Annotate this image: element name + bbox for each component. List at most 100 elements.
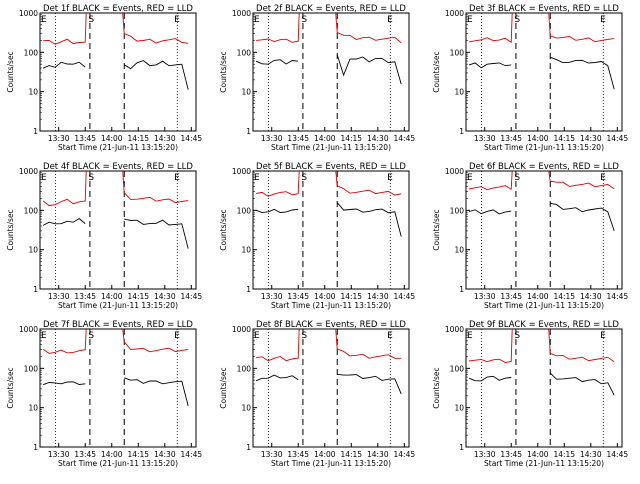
marker-s: S: [301, 15, 307, 25]
marker-e-start: E: [254, 173, 260, 183]
x-tick-label: 13:45: [500, 450, 522, 459]
detector-panel-4: Det 4f BLACK = Events, RED = LLD 1 10 100 10…: [6, 162, 202, 310]
x-tick-label: 13:30: [474, 134, 496, 143]
marker-e-end: E: [174, 331, 180, 341]
x-tick-label: 14:15: [127, 292, 149, 301]
x-tick-label: 14:45: [394, 292, 416, 301]
x-tick-label: 13:30: [261, 450, 283, 459]
x-tick-label: 14:45: [181, 450, 203, 459]
events-series-after: [336, 54, 402, 85]
panel-title: Det 9f BLACK = Events, RED = LLD: [469, 320, 619, 330]
y-tick-label: 10: [28, 88, 38, 97]
y-tick-label: 1: [459, 127, 464, 136]
x-tick-label: 13:45: [287, 134, 309, 143]
x-tick-label: 14:30: [154, 450, 176, 459]
lld-series-before: [469, 328, 513, 363]
y-tick-label: 1000: [232, 167, 251, 176]
plot-frame: [252, 170, 410, 290]
x-tick-label: 13:45: [287, 292, 309, 301]
y-tick-label: 10: [454, 88, 464, 97]
x-tick-label: 14:00: [314, 292, 336, 301]
x-tick-label: 13:30: [474, 450, 496, 459]
events-series-after: [550, 56, 615, 90]
y-tick-label: 1: [33, 285, 38, 294]
lld-series-after: [122, 170, 189, 204]
x-tick-label: 14:30: [580, 292, 602, 301]
marker-e-start: E: [254, 15, 260, 25]
events-series-after: [124, 218, 189, 249]
lld-series-before: [469, 12, 513, 44]
x-tick-label: 14:30: [367, 134, 389, 143]
x-tick-label: 14:00: [101, 134, 123, 143]
x-axis-label: Start Time (21-Jun-11 13:15:20): [484, 301, 604, 310]
marker-e-start: E: [467, 15, 473, 25]
events-series-after: [336, 202, 402, 237]
lld-series-before: [256, 12, 300, 43]
events-series-before: [255, 208, 299, 214]
plot-frame: [39, 328, 197, 448]
y-tick-label: 100: [24, 206, 39, 215]
marker-e-start: E: [41, 331, 47, 341]
x-tick-label: 13:45: [500, 292, 522, 301]
plot-frame: [465, 12, 623, 132]
y-tick-label: 1: [246, 443, 251, 452]
lld-series-before: [42, 328, 87, 354]
y-tick-label: 10: [28, 404, 38, 413]
y-tick-label: 100: [24, 48, 39, 57]
x-tick-label: 13:45: [74, 450, 96, 459]
y-axis-label: Counts/sec: [219, 209, 228, 250]
y-tick-label: 10: [454, 246, 464, 255]
x-tick-label: 13:30: [261, 134, 283, 143]
marker-e-end: E: [600, 173, 606, 183]
events-series-before: [255, 59, 299, 65]
y-tick-label: 100: [237, 206, 252, 215]
marker-s: S: [514, 331, 520, 341]
y-tick-label: 1000: [19, 167, 38, 176]
lld-series-after: [122, 12, 189, 44]
panel-title: Det 1f BLACK = Events, RED = LLD: [43, 4, 193, 14]
y-tick-label: 1000: [232, 325, 251, 334]
plot-frame: [465, 328, 623, 448]
marker-e-start: E: [467, 331, 473, 341]
events-series-after: [123, 60, 189, 90]
detector-panel-9: Det 9f BLACK = Events, RED = LLD 1 10 100 10…: [432, 320, 628, 468]
events-series-before: [255, 374, 299, 382]
y-axis-label: Counts/sec: [219, 51, 228, 92]
y-tick-label: 1000: [232, 9, 251, 18]
events-series-before: [42, 218, 86, 226]
x-tick-label: 14:15: [340, 292, 362, 301]
detector-panel-8: Det 8f BLACK = Events, RED = LLD 1 10 100 10…: [219, 320, 415, 468]
plot-frame: [465, 170, 623, 290]
events-series-after: [549, 372, 615, 396]
events-series-before: [468, 375, 512, 382]
y-axis-label: Counts/sec: [6, 209, 15, 250]
y-axis-label: Counts/sec: [432, 367, 441, 408]
x-tick-label: 14:45: [607, 292, 629, 301]
marker-e-start: E: [467, 173, 473, 183]
lld-series-before: [42, 170, 87, 207]
y-tick-label: 1000: [19, 325, 38, 334]
marker-e-end: E: [387, 331, 393, 341]
lld-series-after: [335, 328, 402, 359]
detector-panel-5: Det 5f BLACK = Events, RED = LLD 1 10 100 10…: [219, 162, 415, 310]
marker-e-start: E: [254, 331, 260, 341]
lld-series-before: [256, 328, 300, 362]
y-tick-label: 100: [450, 48, 465, 57]
marker-e-end: E: [387, 15, 393, 25]
detector-panel-6: Det 6f BLACK = Events, RED = LLD 1 10 100 10…: [432, 162, 628, 310]
panel-title: Det 7f BLACK = Events, RED = LLD: [43, 320, 193, 330]
x-tick-label: 13:45: [74, 292, 96, 301]
x-tick-label: 14:15: [127, 134, 149, 143]
y-tick-label: 100: [237, 48, 252, 57]
events-series-before: [468, 62, 512, 69]
y-tick-label: 100: [24, 364, 39, 373]
lld-series-before: [43, 12, 87, 45]
x-tick-label: 14:15: [127, 450, 149, 459]
lld-series-after: [122, 328, 189, 353]
x-axis-label: Start Time (21-Jun-11 13:15:20): [271, 143, 391, 152]
y-tick-label: 1: [459, 443, 464, 452]
plot-frame: [252, 12, 410, 132]
events-series-after: [124, 377, 189, 407]
x-tick-label: 14:00: [101, 450, 123, 459]
